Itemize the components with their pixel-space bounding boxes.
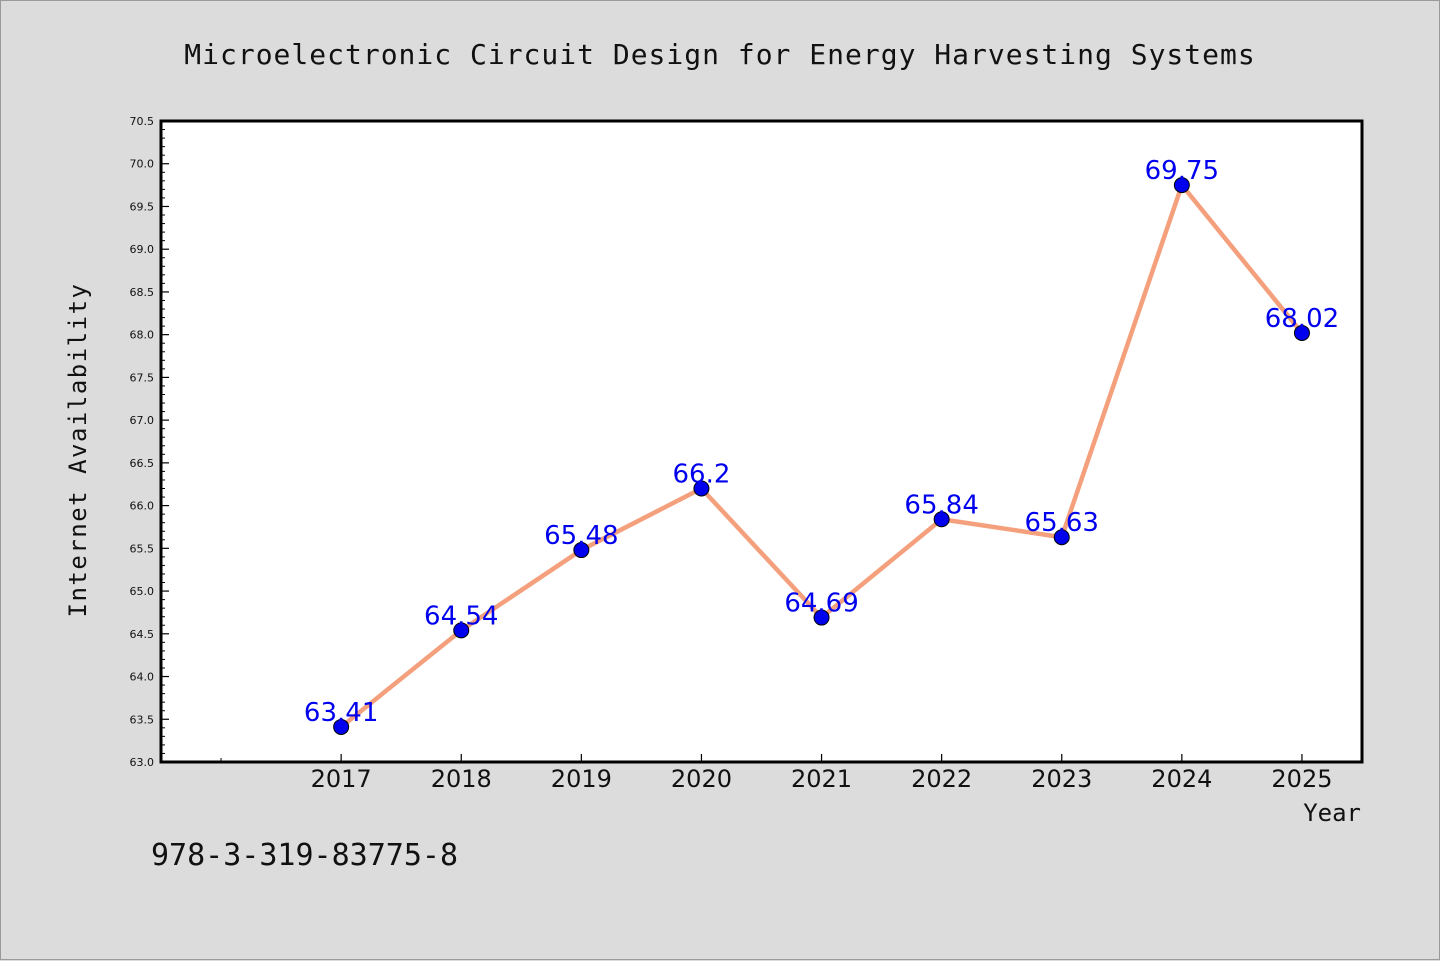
y-axis-label: Internet Availability [64,283,92,618]
y-tick-label: 69.0 [130,243,155,256]
y-tick-label: 69.5 [130,200,155,213]
x-tick-label: 2018 [431,765,492,793]
y-tick-label: 64.0 [130,671,155,684]
x-tick-label: 2017 [311,765,372,793]
y-tick-label: 68.5 [130,286,155,299]
data-point [333,718,350,735]
data-label: 65.48 [544,521,618,551]
chart-title: Microelectronic Circuit Design for Energ… [184,38,1255,71]
data-point [813,609,830,626]
x-axis: 2017 2018 2019 2020 2021 2022 2023 2024 2025 [220,754,1332,793]
x-tick-label: 2024 [1151,765,1212,793]
y-tick-label: 63.5 [130,713,155,726]
data-label: 65.63 [1025,508,1099,538]
y-tick-label: 66.5 [130,457,155,470]
y-tick-label: 64.5 [130,628,155,641]
data-point [693,480,710,497]
data-label: 63.41 [304,698,378,728]
data-point [453,622,470,639]
data-label: 65.84 [904,490,978,520]
y-axis: 63.0 63.5 64.0 64.5 65.0 65.5 66.0 66.5 67.0 67.5… [130,115,169,769]
y-tick-label: 67.5 [130,371,155,384]
data-label: 66.2 [673,460,731,490]
data-point [1293,324,1310,341]
data-point [1053,529,1070,546]
plot-area [159,119,1364,764]
data-label: 68.02 [1265,304,1339,334]
y-tick-label: 65.5 [130,542,155,555]
x-axis-label: Year [1303,799,1361,827]
x-tick-label: 2019 [551,765,612,793]
data-point [933,511,950,528]
isbn-text: 978-3-319-83775-8 [151,838,458,873]
x-tick-label: 2022 [911,765,972,793]
data-label: 64.54 [424,601,498,631]
data-label: 64.69 [784,589,858,619]
y-tick-label: 66.0 [130,500,155,513]
data-label: 69.75 [1145,156,1219,186]
x-tick-label: 2021 [791,765,852,793]
y-tick-label: 68.0 [130,329,155,342]
y-tick-label: 65.0 [130,585,155,598]
x-tick-label: 2020 [671,765,732,793]
data-point [573,542,590,559]
y-tick-label: 70.5 [130,115,155,128]
series-line-layer: 63.41 64.54 65.48 66.2 64.69 65.84 65.63 69.75 6… [304,156,1339,735]
y-tick-label: 67.0 [130,414,155,427]
data-point [1173,177,1190,194]
x-tick-label: 2023 [1031,765,1092,793]
y-tick-label: 70.0 [130,158,155,171]
x-tick-label: 2025 [1271,765,1332,793]
y-tick-label: 63.0 [130,756,155,769]
